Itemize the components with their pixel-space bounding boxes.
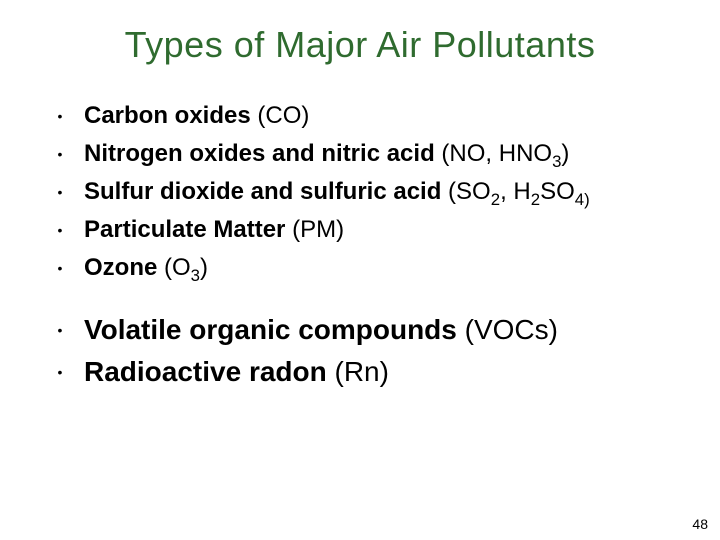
list-item: • Radioactive radon (Rn): [36, 354, 684, 390]
list-item: • Carbon oxides (CO): [36, 100, 684, 132]
bullet-icon: •: [36, 252, 84, 284]
bullet-icon: •: [36, 138, 84, 170]
item-text: Radioactive radon (Rn): [84, 354, 389, 390]
item-text: Volatile organic compounds (VOCs): [84, 312, 558, 348]
page-number: 48: [692, 516, 708, 532]
item-text: Sulfur dioxide and sulfuric acid (SO2, H…: [84, 176, 590, 208]
list-item: • Sulfur dioxide and sulfuric acid (SO2,…: [36, 176, 684, 208]
item-text: Ozone (O3): [84, 252, 208, 284]
slide-title: Types of Major Air Pollutants: [36, 24, 684, 66]
list-item: • Volatile organic compounds (VOCs): [36, 312, 684, 348]
bullet-icon: •: [36, 312, 84, 348]
item-text: Carbon oxides (CO): [84, 100, 309, 132]
bullet-group-1: • Carbon oxides (CO) • Nitrogen oxides a…: [36, 100, 684, 284]
item-text: Particulate Matter (PM): [84, 214, 344, 246]
list-item: • Particulate Matter (PM): [36, 214, 684, 246]
bullet-icon: •: [36, 100, 84, 132]
bullet-icon: •: [36, 354, 84, 390]
list-item: • Ozone (O3): [36, 252, 684, 284]
item-text: Nitrogen oxides and nitric acid (NO, HNO…: [84, 138, 569, 170]
bullet-group-2: • Volatile organic compounds (VOCs) • Ra…: [36, 312, 684, 390]
list-item: • Nitrogen oxides and nitric acid (NO, H…: [36, 138, 684, 170]
bullet-icon: •: [36, 176, 84, 208]
bullet-icon: •: [36, 214, 84, 246]
